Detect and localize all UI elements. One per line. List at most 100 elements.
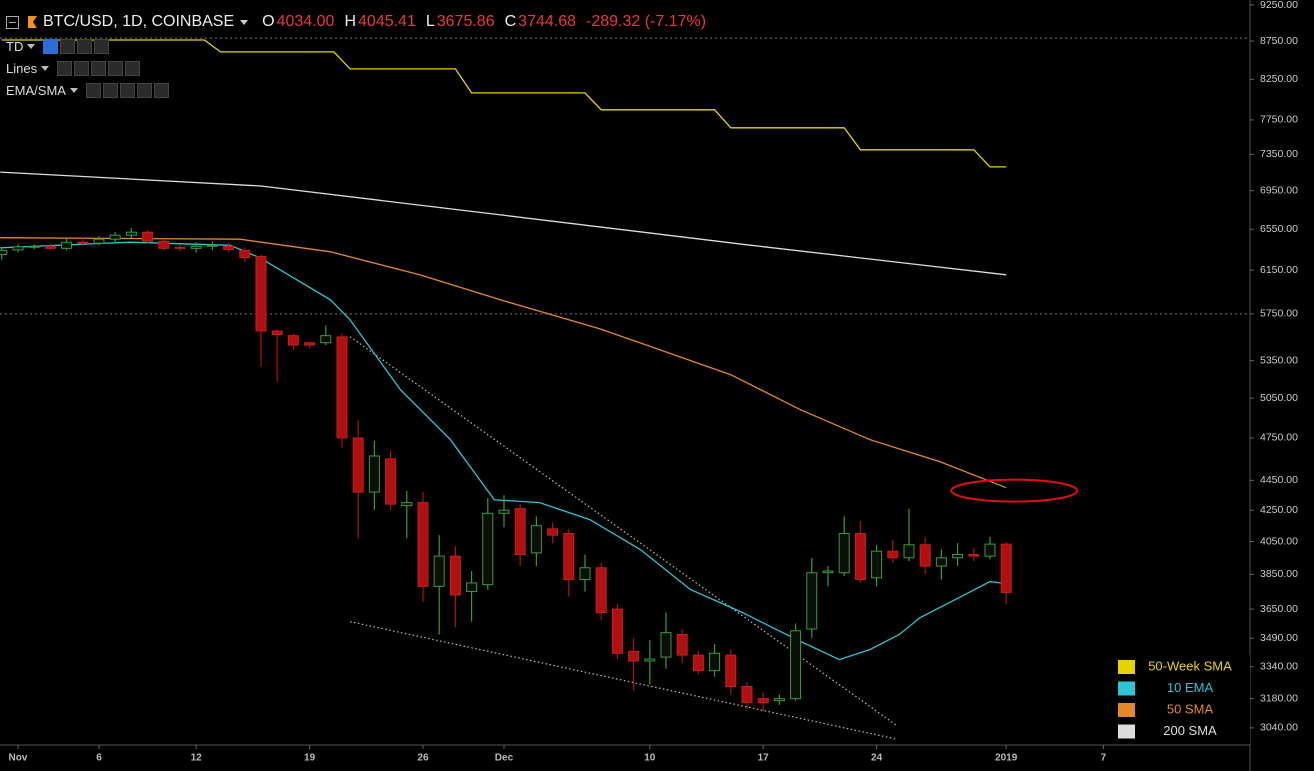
candle-body (109, 234, 121, 240)
indicator-name[interactable]: TD (6, 38, 24, 54)
symbol-title[interactable]: BTC/USD, 1D, COINBASE (43, 13, 235, 30)
candle-body (952, 553, 964, 559)
indicator-icon[interactable] (77, 38, 93, 54)
candle-body (401, 502, 413, 507)
x-tick-label: 2019 (995, 753, 1018, 764)
ohlc-value: 3675.86 (436, 13, 495, 30)
x-tick-label: Nov (9, 753, 28, 764)
x-tick-label: 10 (644, 753, 656, 764)
legend-label: 10 EMA (1167, 680, 1214, 695)
candle-body (1000, 543, 1012, 593)
caret (69, 87, 78, 93)
candle-body (12, 246, 24, 251)
caret (27, 43, 36, 49)
caret (240, 19, 249, 25)
candle-body (223, 245, 235, 250)
candle-body (968, 553, 980, 557)
y-tick-label: 6150.00 (1260, 264, 1298, 276)
x-tick-label: 24 (871, 753, 883, 764)
y-tick-label: 5750.00 (1260, 308, 1298, 320)
y-tick-label: 4450.00 (1260, 474, 1298, 486)
candle-body (0, 249, 8, 255)
ohlc-key: L (425, 13, 435, 30)
candle-body (611, 608, 623, 654)
y-tick-label: 8250.00 (1260, 73, 1298, 85)
candle-body (709, 652, 721, 672)
y-tick-label: 3490.00 (1260, 632, 1298, 644)
candle-body (514, 508, 526, 555)
candle-body (466, 582, 478, 593)
ma-line (0, 237, 1007, 489)
ma-line (0, 241, 1007, 661)
candle-body (903, 544, 915, 559)
candle-body (725, 654, 737, 687)
candle-body (498, 509, 510, 514)
trendline (349, 621, 898, 740)
y-tick-label: 5350.00 (1260, 354, 1298, 366)
indicator-icon[interactable] (136, 82, 152, 98)
candle-body (44, 245, 56, 249)
candle-body (628, 650, 640, 662)
indicator-name[interactable]: EMA/SMA (6, 82, 66, 98)
indicator-icon[interactable] (119, 82, 135, 98)
ma-line (1, 39, 1007, 168)
candle-body (854, 533, 866, 581)
candle-body (239, 249, 251, 259)
legend-swatch (1118, 703, 1135, 717)
candle-body (822, 570, 834, 574)
indicator-icon[interactable] (125, 60, 141, 76)
indicator-icon[interactable] (91, 60, 107, 76)
y-tick-label: 3650.00 (1260, 603, 1298, 615)
indicator-icon[interactable] (102, 82, 118, 98)
x-tick-label: 19 (304, 753, 316, 764)
candle-body (692, 654, 704, 672)
candle-body (644, 658, 656, 662)
indicator-icon[interactable] (57, 60, 73, 76)
candle-body (125, 231, 137, 236)
candle-body (61, 241, 73, 249)
collapse-icon[interactable] (6, 15, 19, 29)
candle-body (919, 544, 931, 567)
candle-body (271, 330, 283, 335)
candle-body (255, 256, 267, 332)
candle-body (174, 246, 186, 249)
price-change: -289.32 (-7.17%) (586, 13, 707, 30)
candle-body (417, 502, 429, 587)
indicator-row: Lines (6, 60, 142, 76)
indicator-icon[interactable] (85, 82, 101, 98)
indicator-name[interactable]: Lines (6, 60, 38, 76)
y-tick-label: 8750.00 (1260, 35, 1298, 47)
candle-body (320, 335, 332, 344)
candle-body (660, 632, 672, 658)
indicator-icon[interactable] (74, 60, 90, 76)
indicator-icon[interactable] (43, 38, 59, 54)
candle-body (368, 455, 380, 493)
candle-body (563, 533, 575, 581)
candle-body (352, 437, 364, 493)
candle-body (887, 550, 899, 559)
y-tick-label: 3850.00 (1260, 568, 1298, 580)
candle-body (158, 240, 170, 249)
candle-body (790, 630, 802, 700)
candle-body (579, 567, 591, 581)
y-tick-label: 6950.00 (1260, 184, 1298, 196)
candle-body (530, 525, 542, 554)
candle-body (142, 231, 154, 242)
candle-body (190, 245, 202, 249)
candle-body (287, 335, 299, 346)
candle-body (935, 557, 947, 567)
candle-body (482, 512, 494, 586)
indicator-icon[interactable] (94, 38, 110, 54)
y-tick-label: 6550.00 (1260, 223, 1298, 235)
candle-body (773, 698, 785, 702)
ohlc-key: H (344, 13, 357, 30)
indicator-icon[interactable] (153, 82, 169, 98)
indicator-icon[interactable] (108, 60, 124, 76)
indicator-icon[interactable] (60, 38, 76, 54)
candle-body (806, 572, 818, 630)
x-tick-label: 6 (96, 753, 102, 764)
candle-body (336, 336, 348, 439)
y-tick-label: 7350.00 (1260, 148, 1298, 160)
